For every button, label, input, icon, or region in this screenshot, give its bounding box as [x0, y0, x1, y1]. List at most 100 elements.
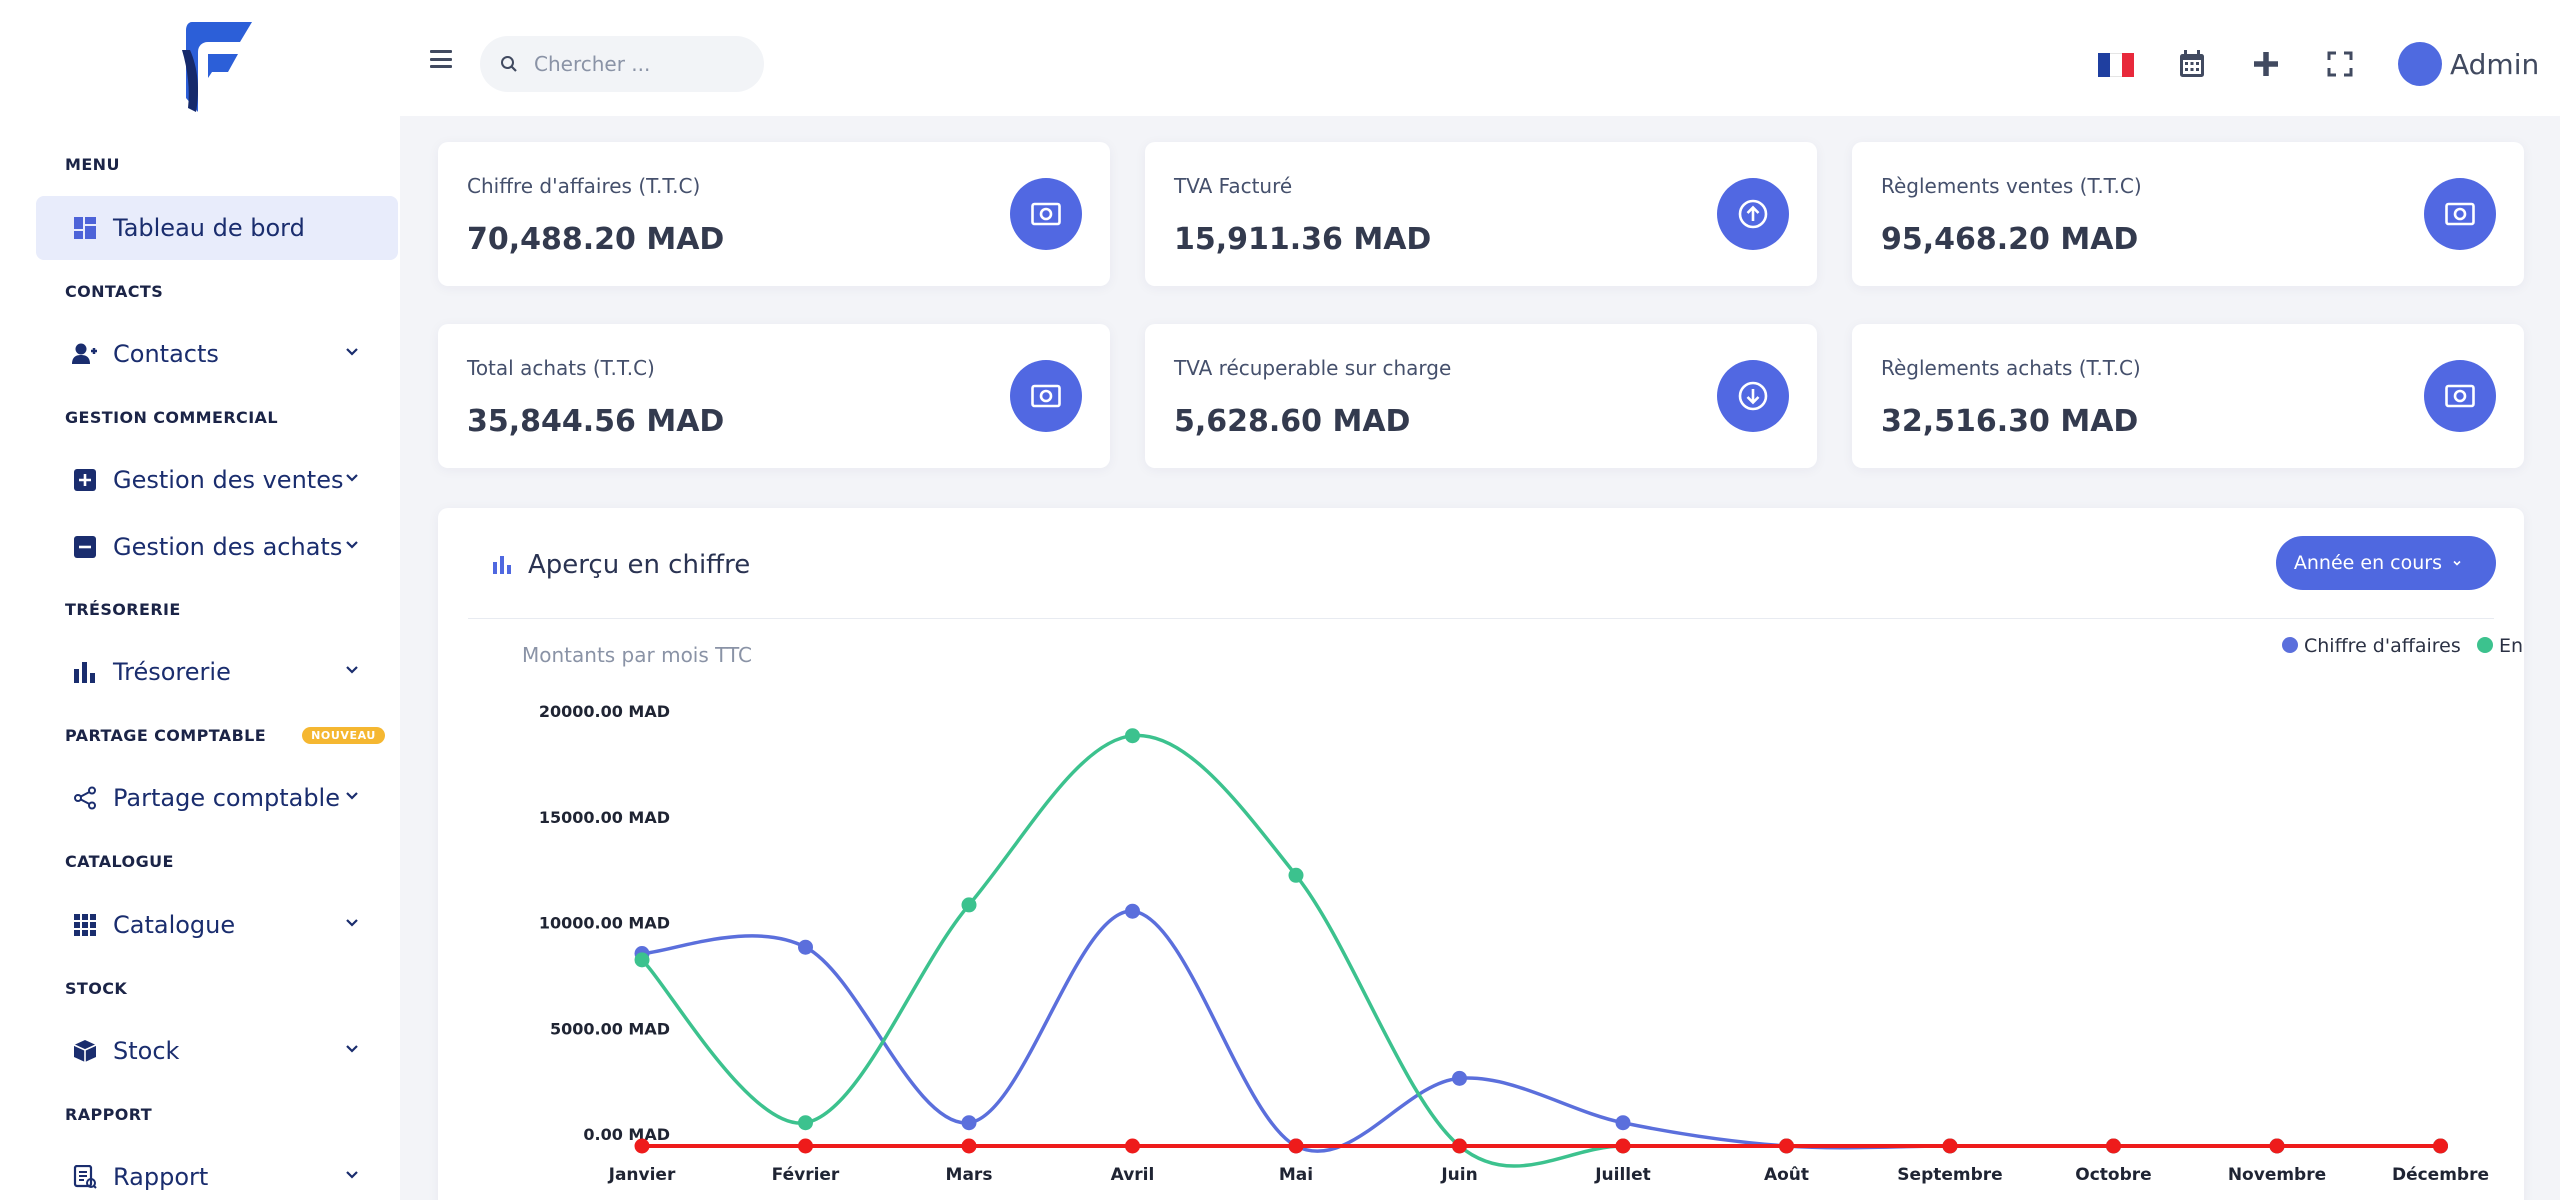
- stat-card-reglements-ventes: Règlements ventes (T.T.C) 95,468.20 MAD: [1852, 142, 2524, 286]
- stat-card-chiffre-affaires: Chiffre d'affaires (T.T.C) 70,488.20 MAD: [438, 142, 1110, 286]
- stat-card-total-achats: Total achats (T.T.C) 35,844.56 MAD: [438, 324, 1110, 468]
- stat-card-label: Chiffre d'affaires (T.T.C): [467, 174, 701, 198]
- data-point: [2433, 1138, 2448, 1154]
- sidebar: MENU Tableau de bord CONTACTS Contacts G…: [0, 0, 400, 1200]
- overview-panel: Aperçu en chiffre Année en cours Montant…: [438, 508, 2524, 1200]
- chevron-down-icon: [346, 1171, 358, 1179]
- stat-card-value: 15,911.36 MAD: [1174, 222, 1432, 257]
- flag-stripe-blue: [2098, 53, 2110, 77]
- data-point: [1942, 1138, 1958, 1154]
- add-icon[interactable]: [2246, 44, 2286, 84]
- sidebar-item-gestion-des-achats[interactable]: Gestion des achats: [36, 515, 398, 579]
- sidebar-item-label: Contacts: [113, 340, 219, 368]
- data-point: [2106, 1138, 2121, 1154]
- sidebar-item-tableau-de-bord[interactable]: Tableau de bord: [36, 196, 398, 260]
- user-menu[interactable]: Admin: [2398, 42, 2539, 86]
- chevron-down-icon: [346, 541, 358, 549]
- section-title-partage-comptable: PARTAGE COMPTABLE NOUVEAU: [65, 726, 385, 745]
- bar-chart-icon: [493, 556, 511, 574]
- x-tick-label: Avril: [1111, 1165, 1155, 1185]
- stat-card-value: 5,628.60 MAD: [1174, 404, 1411, 439]
- brand-logo[interactable]: [178, 20, 252, 112]
- user-icon: [71, 340, 99, 368]
- legend-label: Chiffre d'affaires: [2304, 635, 2461, 657]
- chevron-down-icon: [346, 792, 358, 800]
- section-title-contacts: CONTACTS: [65, 282, 164, 301]
- chevron-down-icon: [346, 666, 358, 674]
- x-tick-label: Octobre: [2075, 1165, 2151, 1185]
- section-title-text: PARTAGE COMPTABLE: [65, 726, 267, 745]
- report-icon: [71, 1163, 99, 1191]
- stat-card-tva-facture: TVA Facturé 15,911.36 MAD: [1145, 142, 1817, 286]
- stat-card-label: TVA récuperable sur charge: [1174, 356, 1452, 380]
- chart-subtitle: Montants par mois TTC: [522, 643, 752, 667]
- stat-card-tva-recuperable: TVA récuperable sur charge 5,628.60 MAD: [1145, 324, 1817, 468]
- user-name: Admin: [2450, 47, 2540, 81]
- search-input[interactable]: [534, 52, 734, 76]
- data-point: [798, 1115, 813, 1131]
- data-point: [1125, 903, 1140, 919]
- panel-divider: [468, 618, 2494, 619]
- stat-card-value: 95,468.20 MAD: [1881, 222, 2139, 257]
- line-chart: Montants par mois TTC 20000.00 MAD 15000.0…: [522, 635, 2524, 1185]
- sidebar-item-label: Gestion des achats: [113, 533, 343, 561]
- x-tick-label: Février: [772, 1165, 840, 1185]
- box-icon: [71, 1037, 99, 1065]
- data-point: [2269, 1138, 2285, 1154]
- chevron-down-icon: [346, 348, 358, 356]
- period-dropdown-button[interactable]: Année en cours: [2275, 536, 2496, 590]
- stat-card-value: 35,844.56 MAD: [467, 404, 725, 439]
- search-icon: [501, 56, 517, 72]
- sidebar-item-label: Catalogue: [113, 911, 236, 939]
- flag-stripe-red: [2122, 53, 2134, 77]
- sidebar-item-label: Trésorerie: [113, 658, 231, 686]
- x-tick-label: Mai: [1279, 1165, 1313, 1185]
- data-point: [1615, 1138, 1631, 1154]
- sidebar-item-contacts[interactable]: Contacts: [36, 322, 398, 386]
- data-point: [961, 1115, 977, 1131]
- data-point: [1615, 1115, 1631, 1131]
- data-point: [634, 1138, 650, 1154]
- legend-marker: [2477, 637, 2493, 653]
- minus-square-icon: [71, 533, 99, 561]
- data-point: [1288, 1138, 1304, 1154]
- language-flag-icon[interactable]: [2098, 53, 2134, 77]
- data-point: [1779, 1138, 1794, 1154]
- menu-toggle-icon[interactable]: [430, 50, 452, 68]
- new-badge: NOUVEAU: [302, 727, 385, 744]
- bar-chart-icon: [71, 658, 99, 686]
- panel-title-text: Aperçu en chiffre: [528, 550, 751, 580]
- money-icon: [2424, 360, 2496, 432]
- money-icon: [2424, 178, 2496, 250]
- calendar-icon[interactable]: [2172, 44, 2212, 84]
- data-point: [1288, 867, 1304, 883]
- arrow-up-circle-icon: [1717, 178, 1789, 250]
- x-tick-label: Janvier: [608, 1165, 676, 1185]
- sidebar-item-tresorerie[interactable]: Trésorerie: [36, 640, 398, 704]
- stat-card-label: TVA Facturé: [1174, 174, 1293, 198]
- series-line-chiffre-d-affaires: [641, 909, 2441, 1153]
- series-line-encaissements: [640, 733, 2441, 1168]
- y-tick-label: 0.00 MAD: [583, 1125, 670, 1144]
- sidebar-item-gestion-des-ventes[interactable]: Gestion des ventes: [36, 448, 398, 512]
- y-tick-label: 20000.00 MAD: [539, 702, 670, 721]
- sidebar-item-rapport[interactable]: Rapport: [36, 1145, 398, 1200]
- sidebar-item-stock[interactable]: Stock: [36, 1019, 398, 1083]
- x-tick-label: Mars: [946, 1165, 993, 1185]
- y-tick-label: 15000.00 MAD: [539, 808, 670, 827]
- sidebar-item-catalogue[interactable]: Catalogue: [36, 893, 398, 957]
- share-icon: [71, 784, 99, 812]
- x-tick-label: Novembre: [2228, 1165, 2326, 1185]
- data-point: [961, 1138, 977, 1154]
- money-icon: [1010, 178, 1082, 250]
- data-point: [1452, 1070, 1467, 1086]
- chevron-down-icon: [346, 474, 358, 482]
- sidebar-item-partage-comptable[interactable]: Partage comptable: [36, 766, 398, 830]
- fullscreen-icon[interactable]: [2320, 44, 2360, 84]
- legend-marker: [2282, 637, 2298, 653]
- data-point: [961, 897, 977, 913]
- chevron-down-icon: [346, 919, 358, 927]
- search-box[interactable]: [480, 36, 764, 92]
- data-point: [798, 939, 813, 955]
